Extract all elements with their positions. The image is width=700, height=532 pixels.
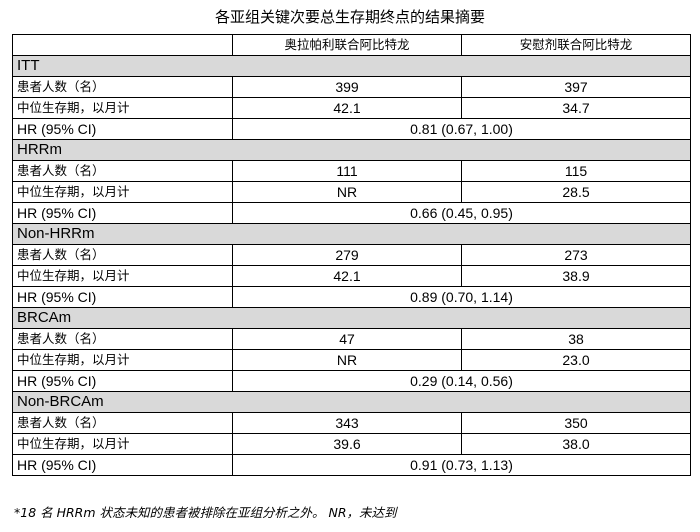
group-name: Non-HRRm [12,223,691,245]
patients-label: 患者人数（名） [12,328,233,350]
median-label: 中位生存期，以月计 [12,349,233,371]
table-row: HR (95% CI) 0.66 (0.45, 0.95) [12,202,691,224]
hr-value: 0.91 (0.73, 1.13) [232,454,691,476]
patients-label: 患者人数（名） [12,76,233,98]
group-header-row: Non-HRRm [12,223,691,245]
table-row: 中位生存期，以月计 42.1 34.7 [12,97,691,119]
patients-olaparib: 47 [232,328,462,350]
group-header-row: BRCAm [12,307,691,329]
hr-value: 0.89 (0.70, 1.14) [232,286,691,308]
group-header-row: ITT [12,55,691,77]
table-row: 患者人数（名） 343 350 [12,412,691,434]
hr-label: HR (95% CI) [12,202,233,224]
table-row: HR (95% CI) 0.89 (0.70, 1.14) [12,286,691,308]
table-row: 患者人数（名） 47 38 [12,328,691,350]
hr-value: 0.29 (0.14, 0.56) [232,370,691,392]
median-olaparib: NR [232,349,462,371]
group-name: ITT [12,55,691,77]
group-header-row: HRRm [12,139,691,161]
patients-label: 患者人数（名） [12,160,233,182]
median-placebo: 38.9 [461,265,691,287]
patients-label: 患者人数（名） [12,412,233,434]
hr-label: HR (95% CI) [12,286,233,308]
table-row: 患者人数（名） 279 273 [12,244,691,266]
median-olaparib: 42.1 [232,265,462,287]
group-name: Non-BRCAm [12,391,691,413]
median-label: 中位生存期，以月计 [12,181,233,203]
header-cell-empty [12,34,233,56]
hr-value: 0.81 (0.67, 1.00) [232,118,691,140]
header-cell-olaparib: 奥拉帕利联合阿比特龙 [232,34,462,56]
patients-olaparib: 111 [232,160,462,182]
table-row: 患者人数（名） 111 115 [12,160,691,182]
table-row: 中位生存期，以月计 39.6 38.0 [12,433,691,455]
table-row: 中位生存期，以月计 42.1 38.9 [12,265,691,287]
patients-placebo: 273 [461,244,691,266]
median-label: 中位生存期，以月计 [12,265,233,287]
median-label: 中位生存期，以月计 [12,97,233,119]
group-name: BRCAm [12,307,691,329]
hr-label: HR (95% CI) [12,454,233,476]
patients-placebo: 38 [461,328,691,350]
hr-label: HR (95% CI) [12,118,233,140]
median-olaparib: 42.1 [232,97,462,119]
patients-label: 患者人数（名） [12,244,233,266]
table-row: 中位生存期，以月计 NR 23.0 [12,349,691,371]
table-row: HR (95% CI) 0.91 (0.73, 1.13) [12,454,691,476]
table-row: 患者人数（名） 399 397 [12,76,691,98]
hr-value: 0.66 (0.45, 0.95) [232,202,691,224]
median-placebo: 28.5 [461,181,691,203]
table-row: HR (95% CI) 0.29 (0.14, 0.56) [12,370,691,392]
table-row: HR (95% CI) 0.81 (0.67, 1.00) [12,118,691,140]
table-title: 各亚组关键次要总生存期终点的结果摘要 [214,8,485,26]
patients-olaparib: 399 [232,76,462,98]
group-header-row: Non-BRCAm [12,391,691,413]
patients-olaparib: 279 [232,244,462,266]
median-olaparib: 39.6 [232,433,462,455]
median-olaparib: NR [232,181,462,203]
table-header-row: 奥拉帕利联合阿比特龙 安慰剂联合阿比特龙 [12,34,691,56]
patients-placebo: 115 [461,160,691,182]
median-label: 中位生存期，以月计 [12,433,233,455]
patients-olaparib: 343 [232,412,462,434]
footnote: *18 名 HRRm 状态未知的患者被排除在亚组分析之外。 NR，未达到 [14,505,397,520]
hr-label: HR (95% CI) [12,370,233,392]
table-row: 中位生存期，以月计 NR 28.5 [12,181,691,203]
median-placebo: 34.7 [461,97,691,119]
median-placebo: 23.0 [461,349,691,371]
group-name: HRRm [12,139,691,161]
patients-placebo: 397 [461,76,691,98]
patients-placebo: 350 [461,412,691,434]
results-table: 奥拉帕利联合阿比特龙 安慰剂联合阿比特龙 ITT 患者人数（名） 399 397… [12,34,691,476]
header-cell-placebo: 安慰剂联合阿比特龙 [461,34,691,56]
median-placebo: 38.0 [461,433,691,455]
